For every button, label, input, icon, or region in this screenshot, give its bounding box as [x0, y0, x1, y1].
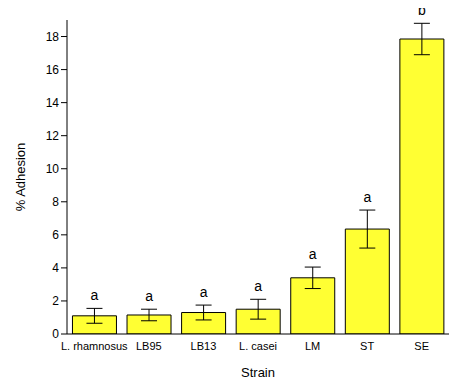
svg-text:a: a [91, 287, 99, 303]
svg-text:8: 8 [52, 195, 59, 209]
svg-text:a: a [363, 189, 371, 205]
svg-text:SE: SE [414, 340, 429, 352]
svg-text:LB13: LB13 [191, 340, 217, 352]
svg-text:LM: LM [305, 340, 320, 352]
svg-text:4: 4 [52, 261, 59, 275]
svg-text:6: 6 [52, 228, 59, 242]
svg-text:10: 10 [46, 162, 60, 176]
svg-text:Strain: Strain [241, 365, 275, 380]
svg-text:0: 0 [52, 327, 59, 341]
svg-text:12: 12 [46, 129, 60, 143]
svg-text:b: b [418, 8, 426, 18]
svg-text:% Adhesion: % Adhesion [13, 143, 28, 212]
svg-text:L. casei: L. casei [239, 340, 277, 352]
svg-text:a: a [200, 284, 208, 300]
svg-text:ST: ST [360, 340, 374, 352]
svg-text:LB95: LB95 [136, 340, 162, 352]
svg-text:a: a [145, 288, 153, 304]
svg-text:18: 18 [46, 30, 60, 44]
svg-text:14: 14 [46, 96, 60, 110]
svg-text:2: 2 [52, 294, 59, 308]
svg-text:16: 16 [46, 63, 60, 77]
svg-text:a: a [309, 246, 317, 262]
svg-text:a: a [254, 278, 262, 294]
svg-text:L. rhamnosus: L. rhamnosus [61, 340, 128, 352]
